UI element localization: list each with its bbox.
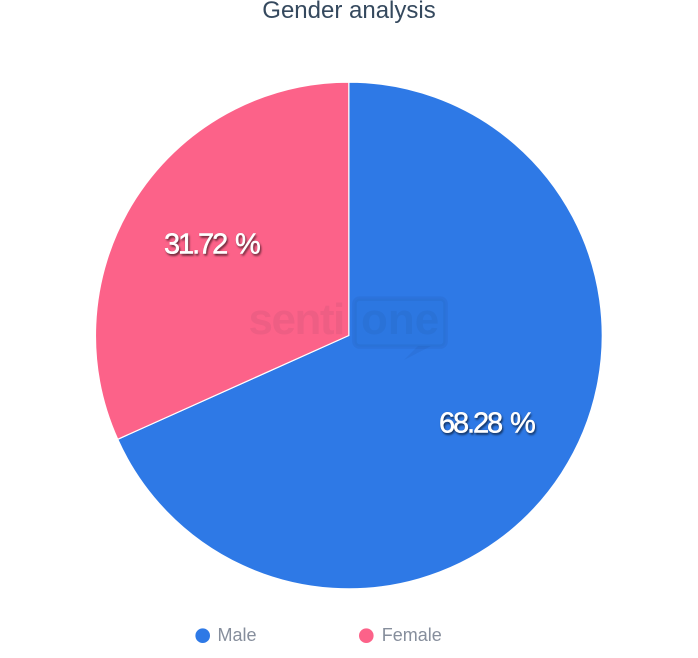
svg-text:senti: senti [249, 295, 344, 344]
svg-text:one: one [361, 295, 439, 344]
